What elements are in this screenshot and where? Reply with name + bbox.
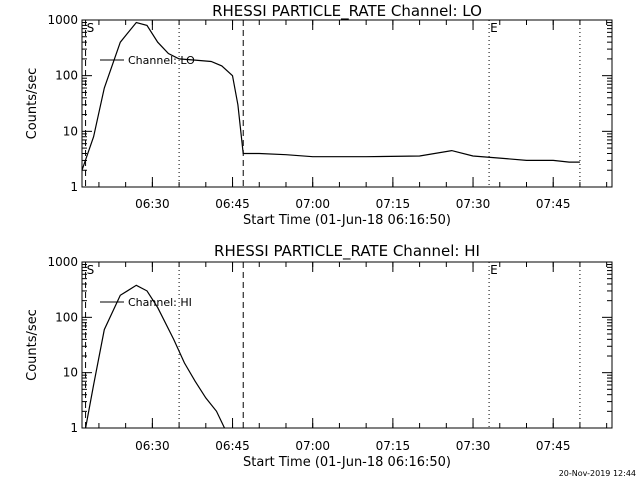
x-tick-label: 07:00 — [295, 197, 330, 211]
x-tick-label: 07:00 — [295, 439, 330, 453]
chart-title: RHESSI PARTICLE_RATE Channel: HI — [214, 242, 480, 261]
series-line — [85, 284, 226, 429]
y-tick-label: 10 — [63, 366, 78, 380]
series-line — [81, 21, 580, 171]
time-marker-label: S — [87, 263, 95, 277]
y-tick-label: 1000 — [47, 13, 78, 27]
y-axis-label: Counts/sec — [25, 68, 40, 140]
y-tick-label: 1 — [70, 421, 78, 435]
legend-label: Channel: HI — [128, 296, 192, 309]
x-tick-label: 07:45 — [536, 439, 571, 453]
x-tick-label: 06:30 — [135, 197, 170, 211]
x-axis-label: Start Time (01-Jun-18 06:16:50) — [243, 455, 451, 470]
chart-title: RHESSI PARTICLE_RATE Channel: LO — [212, 2, 482, 21]
x-tick-label: 07:45 — [536, 197, 571, 211]
plot-frame — [81, 19, 613, 188]
x-tick-label: 07:15 — [376, 197, 411, 211]
y-tick-label: 1000 — [47, 255, 78, 269]
y-tick-label: 100 — [55, 310, 78, 324]
x-tick-label: 06:45 — [215, 439, 250, 453]
timestamp-footer: 20-Nov-2019 12:44 — [559, 469, 636, 478]
time-marker-label: E — [490, 21, 498, 35]
legend-label: Channel: LO — [128, 54, 195, 67]
x-axis-label: Start Time (01-Jun-18 06:16:50) — [243, 213, 451, 228]
y-tick-label: 1 — [70, 180, 78, 194]
chart-panel-lo: RHESSI PARTICLE_RATE Channel: LO 1 10 100 10… — [25, 2, 613, 228]
chart-panel-hi: RHESSI PARTICLE_RATE Channel: HI 1 10 100 10… — [25, 242, 613, 470]
x-tick-label: 06:45 — [215, 197, 250, 211]
y-tick-label: 10 — [63, 124, 78, 138]
plot-frame — [81, 261, 613, 429]
y-tick-label: 100 — [55, 69, 78, 83]
time-marker-label: S — [87, 21, 95, 35]
time-marker-label: E — [490, 263, 498, 277]
x-tick-label: 06:30 — [135, 439, 170, 453]
y-axis-label: Counts/sec — [25, 309, 40, 381]
x-tick-label: 07:15 — [376, 439, 411, 453]
x-tick-label: 07:30 — [456, 197, 491, 211]
x-tick-label: 07:30 — [456, 439, 491, 453]
